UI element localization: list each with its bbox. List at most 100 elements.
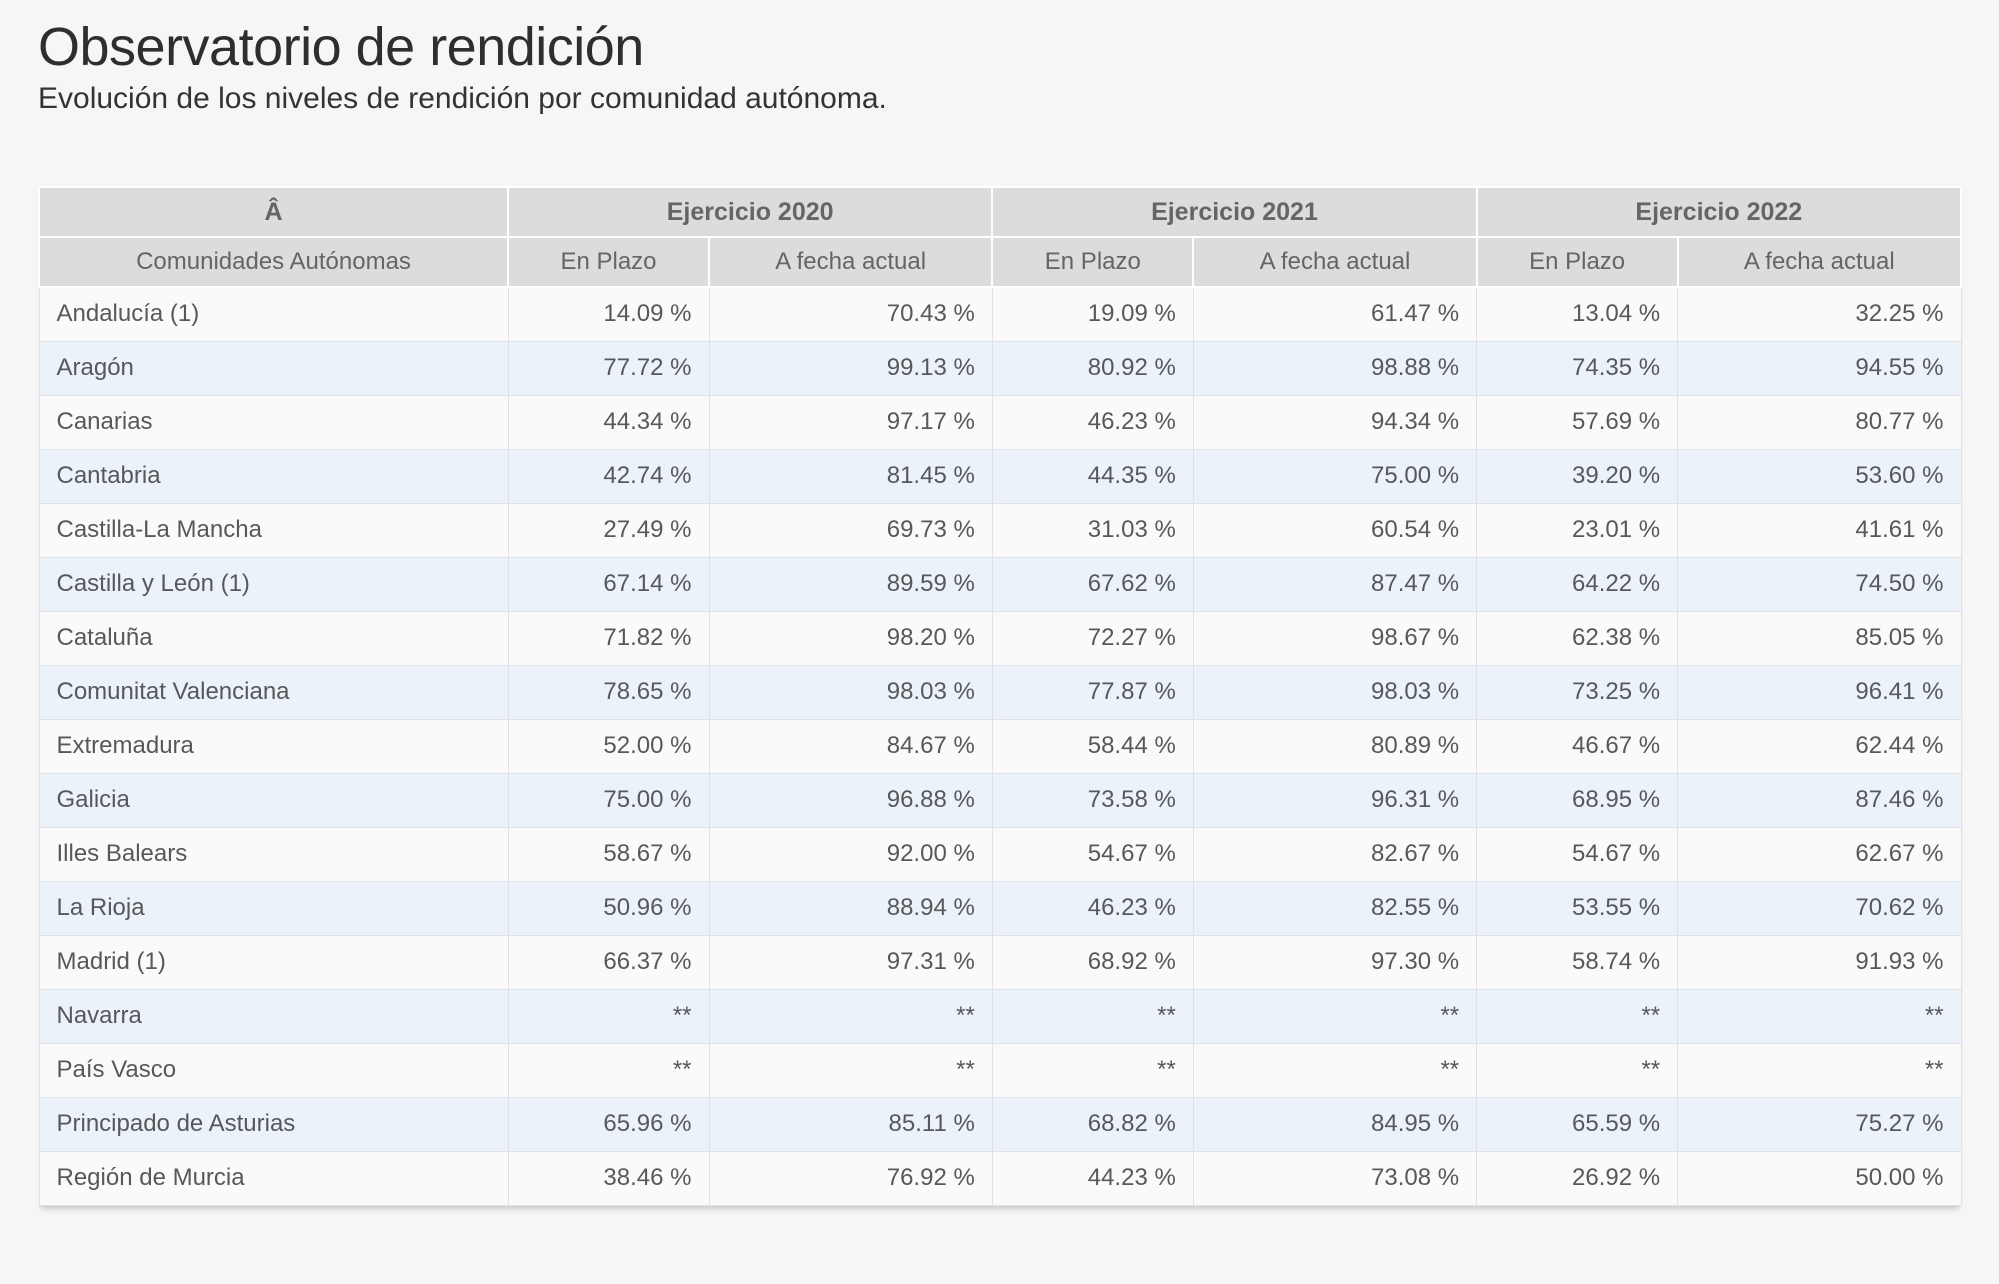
table-row: Región de Murcia 38.46 % 76.92 % 44.23 %… xyxy=(38,1150,1962,1206)
cell-2020-en-plazo: 65.96 % xyxy=(507,1096,710,1152)
cell-2022-en-plazo: 64.22 % xyxy=(1476,556,1679,612)
cell-2022-en-plazo: 57.69 % xyxy=(1476,394,1679,450)
cell-2021-en-plazo: 44.23 % xyxy=(991,1150,1194,1206)
cell-2020-a-fecha-actual: 96.88 % xyxy=(708,772,993,828)
cell-2020-a-fecha-actual: 98.03 % xyxy=(708,664,993,720)
group-header-row: Â Ejercicio 2020 Ejercicio 2021 Ejercici… xyxy=(38,186,1963,238)
cell-2020-en-plazo: 66.37 % xyxy=(507,934,710,990)
cell-2022-en-plazo: 73.25 % xyxy=(1476,664,1679,720)
column-header-en-plazo-2021: En Plazo xyxy=(991,236,1195,288)
column-header-en-plazo-2020: En Plazo xyxy=(507,236,710,288)
group-header-ejercicio-2022: Ejercicio 2022 xyxy=(1475,186,1963,238)
cell-2022-a-fecha-actual: 62.67 % xyxy=(1677,826,1962,882)
table-row: Navarra ** ** ** ** ** ** xyxy=(38,988,1962,1044)
cell-2021-en-plazo: 80.92 % xyxy=(991,340,1194,396)
cell-2022-en-plazo: 13.04 % xyxy=(1476,286,1679,342)
row-region-name: Región de Murcia xyxy=(38,1150,509,1206)
cell-2021-en-plazo: 73.58 % xyxy=(991,772,1194,828)
row-region-name: País Vasco xyxy=(38,1042,509,1098)
cell-2020-en-plazo: 77.72 % xyxy=(507,340,710,396)
cell-2022-en-plazo: 23.01 % xyxy=(1476,502,1679,558)
cell-2021-en-plazo: 68.92 % xyxy=(991,934,1194,990)
row-region-name: Aragón xyxy=(38,340,509,396)
cell-2020-en-plazo: 52.00 % xyxy=(507,718,710,774)
cell-2021-en-plazo: 46.23 % xyxy=(991,394,1194,450)
cell-2021-en-plazo: 72.27 % xyxy=(991,610,1194,666)
cell-2021-a-fecha-actual: 82.55 % xyxy=(1192,880,1478,936)
table-row: Castilla y León (1) 67.14 % 89.59 % 67.6… xyxy=(38,556,1962,612)
cell-2022-a-fecha-actual: 80.77 % xyxy=(1677,394,1962,450)
cell-2022-en-plazo: 62.38 % xyxy=(1476,610,1679,666)
row-region-name: La Rioja xyxy=(38,880,509,936)
cell-2020-en-plazo: ** xyxy=(507,1042,710,1098)
cell-2022-en-plazo: 68.95 % xyxy=(1476,772,1679,828)
cell-2020-a-fecha-actual: 97.17 % xyxy=(708,394,993,450)
cell-2022-a-fecha-actual: 87.46 % xyxy=(1677,772,1962,828)
cell-2020-en-plazo: 67.14 % xyxy=(507,556,710,612)
row-region-name: Principado de Asturias xyxy=(38,1096,509,1152)
row-region-name: Navarra xyxy=(38,988,509,1044)
table-row: Castilla-La Mancha 27.49 % 69.73 % 31.03… xyxy=(38,502,1962,558)
cell-2021-a-fecha-actual: 94.34 % xyxy=(1192,394,1478,450)
cell-2020-en-plazo: 78.65 % xyxy=(507,664,710,720)
cell-2021-a-fecha-actual: 84.95 % xyxy=(1192,1096,1478,1152)
table-row: Galicia 75.00 % 96.88 % 73.58 % 96.31 % … xyxy=(38,772,1962,828)
cell-2021-a-fecha-actual: 73.08 % xyxy=(1192,1150,1478,1206)
cell-2022-en-plazo: ** xyxy=(1476,1042,1679,1098)
cell-2020-en-plazo: 58.67 % xyxy=(507,826,710,882)
table-row: Cataluña 71.82 % 98.20 % 72.27 % 98.67 %… xyxy=(38,610,1962,666)
cell-2020-a-fecha-actual: 99.13 % xyxy=(708,340,993,396)
cell-2021-a-fecha-actual: ** xyxy=(1192,988,1478,1044)
table-row: Madrid (1) 66.37 % 97.31 % 68.92 % 97.30… xyxy=(38,934,1962,990)
rendicion-table-container: Â Ejercicio 2020 Ejercicio 2021 Ejercici… xyxy=(38,186,1963,1206)
row-region-name: Canarias xyxy=(38,394,509,450)
corner-header: Â xyxy=(38,186,509,238)
cell-2022-a-fecha-actual: ** xyxy=(1677,1042,1962,1098)
column-header-en-plazo-2022: En Plazo xyxy=(1475,236,1679,288)
column-header-row: Comunidades Autónomas En Plazo A fecha a… xyxy=(38,236,1963,288)
cell-2022-a-fecha-actual: 75.27 % xyxy=(1677,1096,1962,1152)
cell-2022-en-plazo: 74.35 % xyxy=(1476,340,1679,396)
cell-2020-en-plazo: 14.09 % xyxy=(507,286,710,342)
cell-2020-en-plazo: 71.82 % xyxy=(507,610,710,666)
cell-2021-a-fecha-actual: 96.31 % xyxy=(1192,772,1478,828)
cell-2021-en-plazo: 54.67 % xyxy=(991,826,1194,882)
cell-2021-en-plazo: 31.03 % xyxy=(991,502,1194,558)
table-row: Andalucía (1) 14.09 % 70.43 % 19.09 % 61… xyxy=(38,286,1962,342)
cell-2020-a-fecha-actual: ** xyxy=(708,1042,993,1098)
row-region-name: Cataluña xyxy=(38,610,509,666)
cell-2022-en-plazo: ** xyxy=(1476,988,1679,1044)
group-header-ejercicio-2020: Ejercicio 2020 xyxy=(506,186,994,238)
cell-2020-a-fecha-actual: 92.00 % xyxy=(708,826,993,882)
cell-2021-a-fecha-actual: 82.67 % xyxy=(1192,826,1478,882)
cell-2020-en-plazo: 42.74 % xyxy=(507,448,710,504)
cell-2021-a-fecha-actual: 98.67 % xyxy=(1192,610,1478,666)
cell-2020-a-fecha-actual: 76.92 % xyxy=(708,1150,993,1206)
cell-2022-en-plazo: 65.59 % xyxy=(1476,1096,1679,1152)
row-region-name: Andalucía (1) xyxy=(38,286,509,342)
cell-2021-en-plazo: ** xyxy=(991,1042,1194,1098)
column-header-comunidades-autonomas: Comunidades Autónomas xyxy=(38,236,509,288)
cell-2021-en-plazo: 67.62 % xyxy=(991,556,1194,612)
cell-2021-en-plazo: 46.23 % xyxy=(991,880,1194,936)
cell-2021-a-fecha-actual: 98.88 % xyxy=(1192,340,1478,396)
cell-2021-en-plazo: ** xyxy=(991,988,1194,1044)
cell-2020-a-fecha-actual: 69.73 % xyxy=(708,502,993,558)
cell-2020-a-fecha-actual: 85.11 % xyxy=(708,1096,993,1152)
cell-2021-a-fecha-actual: ** xyxy=(1192,1042,1478,1098)
cell-2022-a-fecha-actual: 74.50 % xyxy=(1677,556,1962,612)
cell-2022-a-fecha-actual: 50.00 % xyxy=(1677,1150,1962,1206)
row-region-name: Castilla y León (1) xyxy=(38,556,509,612)
cell-2020-a-fecha-actual: 97.31 % xyxy=(708,934,993,990)
cell-2022-a-fecha-actual: 62.44 % xyxy=(1677,718,1962,774)
cell-2022-a-fecha-actual: 85.05 % xyxy=(1677,610,1962,666)
row-region-name: Extremadura xyxy=(38,718,509,774)
cell-2020-en-plazo: 44.34 % xyxy=(507,394,710,450)
cell-2022-a-fecha-actual: 91.93 % xyxy=(1677,934,1962,990)
cell-2021-a-fecha-actual: 98.03 % xyxy=(1192,664,1478,720)
cell-2020-a-fecha-actual: 81.45 % xyxy=(708,448,993,504)
table-row: Cantabria 42.74 % 81.45 % 44.35 % 75.00 … xyxy=(38,448,1962,504)
cell-2022-a-fecha-actual: 53.60 % xyxy=(1677,448,1962,504)
cell-2020-en-plazo: 38.46 % xyxy=(507,1150,710,1206)
table-row: Aragón 77.72 % 99.13 % 80.92 % 98.88 % 7… xyxy=(38,340,1962,396)
